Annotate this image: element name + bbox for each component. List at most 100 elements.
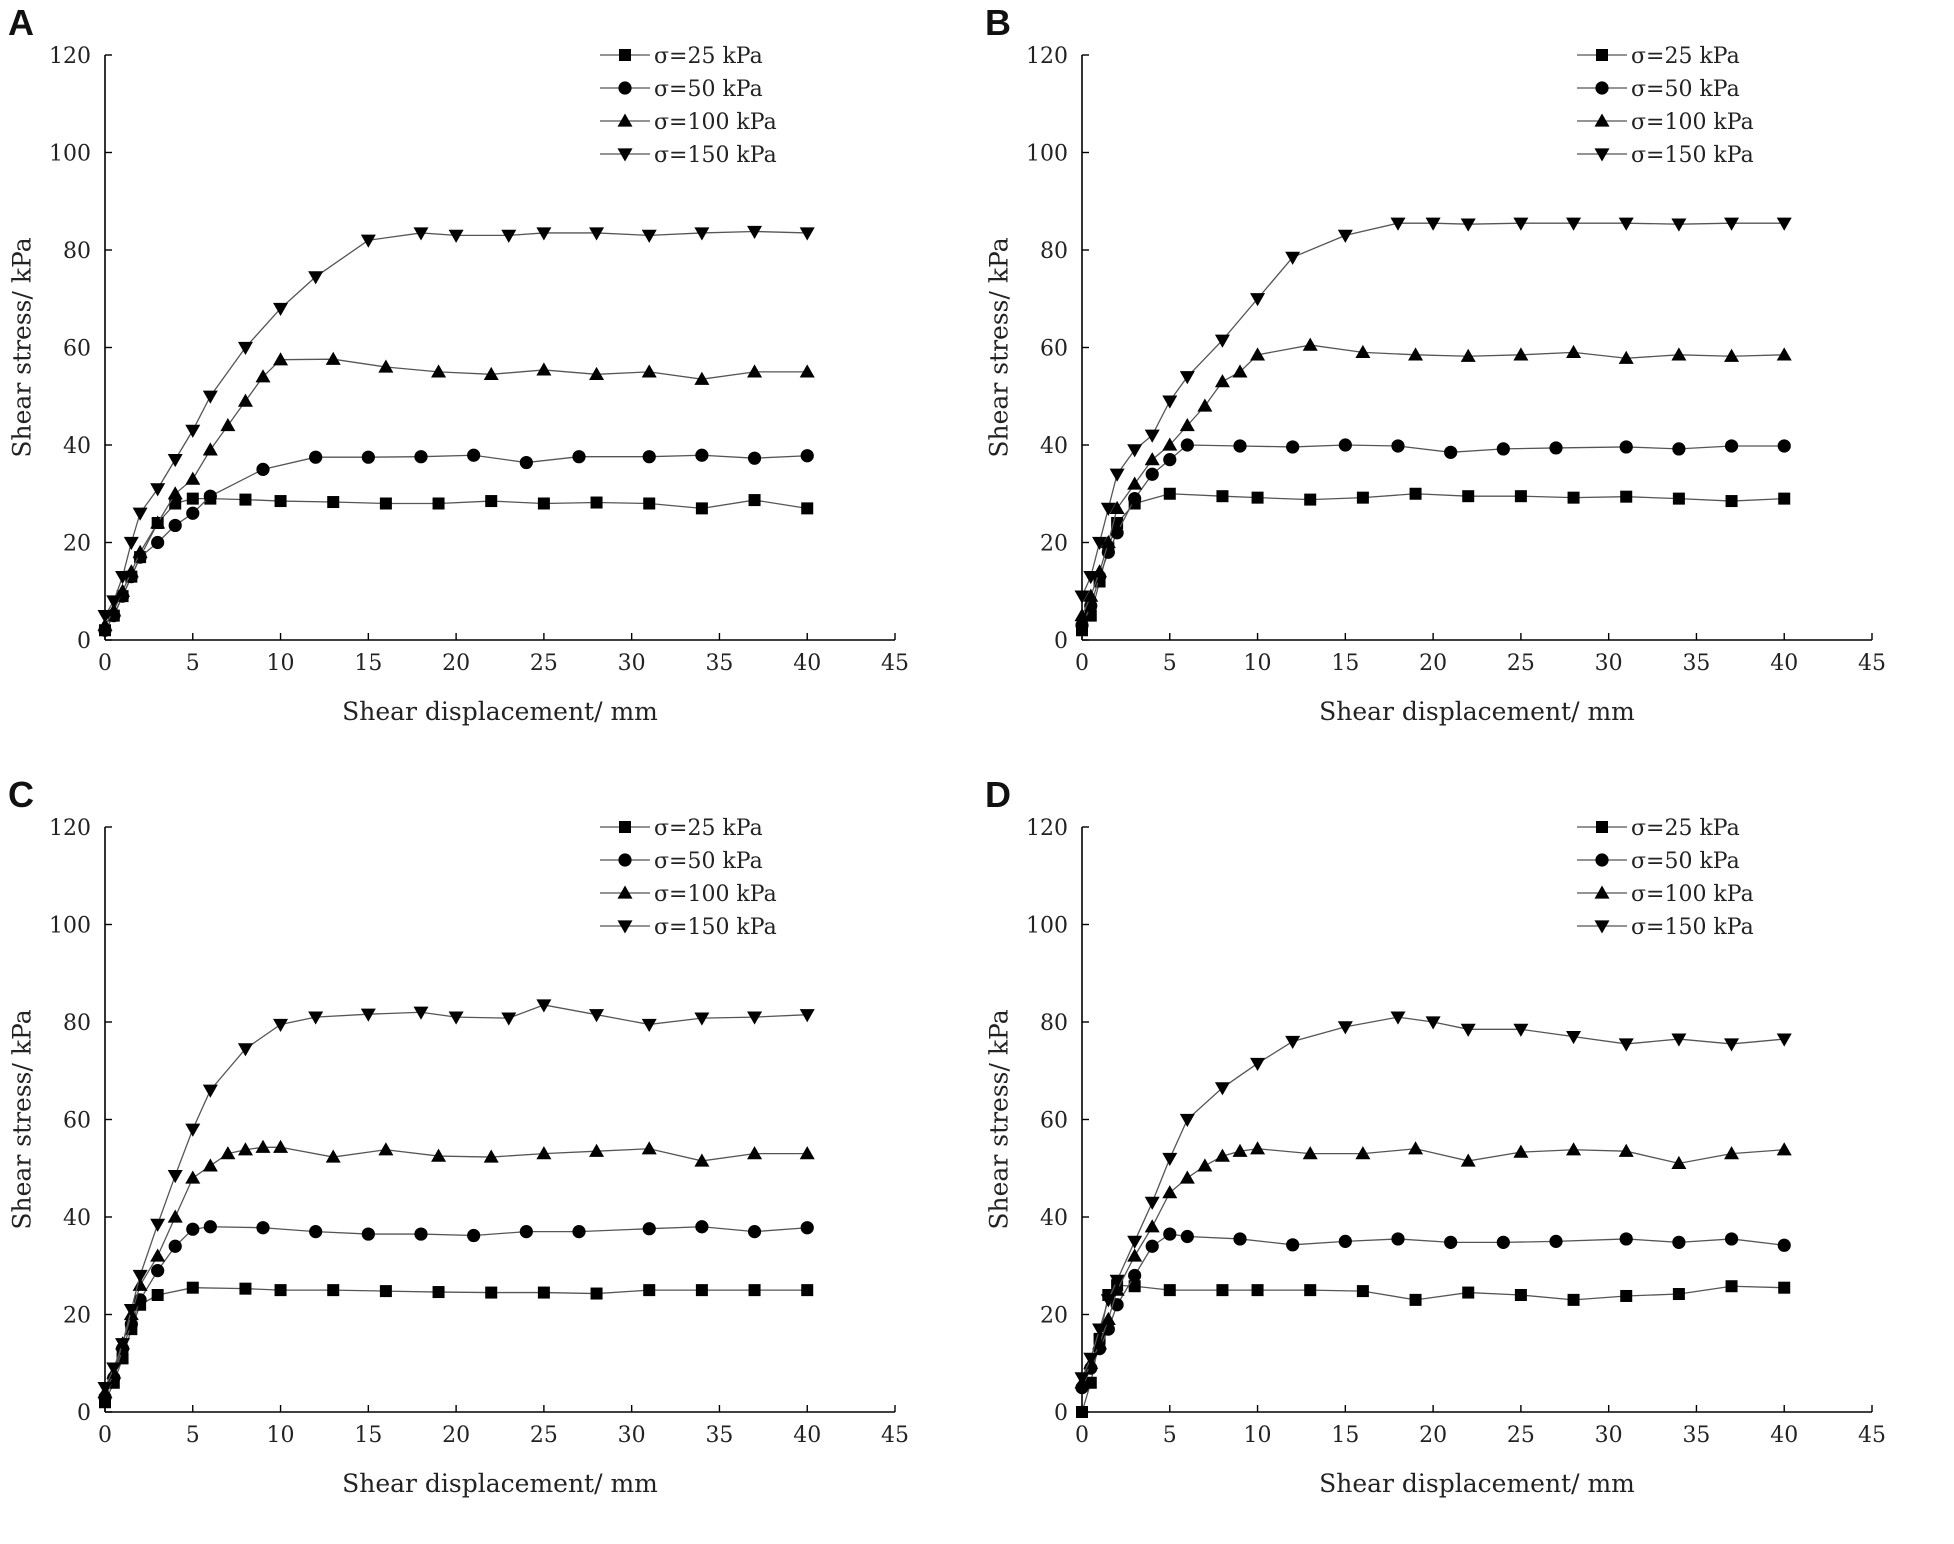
data-point-a-3: [536, 362, 552, 376]
data-point-a-2: [572, 450, 586, 464]
legend-label-c-3: σ=100 kPa: [654, 882, 777, 907]
series-d-2: [1075, 1227, 1791, 1395]
data-point-b-4: [1083, 571, 1099, 585]
data-point-c-4: [536, 999, 552, 1013]
data-point-d-2: [1180, 1229, 1194, 1244]
data-point-b-2: [1145, 467, 1159, 481]
x-tick-label-a: 0: [98, 651, 112, 676]
legend-marker-c-1: [619, 821, 631, 833]
data-point-c-2: [186, 1222, 200, 1236]
data-point-d-3: [1408, 1141, 1424, 1155]
data-point-b-1: [1567, 491, 1580, 504]
data-point-a-1: [537, 497, 550, 510]
data-point-a-1: [485, 495, 498, 508]
data-point-d-4: [1460, 1023, 1476, 1037]
y-tick-label-c: 20: [63, 1304, 91, 1329]
data-point-b-1: [1304, 493, 1317, 506]
data-point-d-4: [1618, 1038, 1634, 1052]
data-point-d-3: [1144, 1219, 1160, 1233]
series-d-1: [1076, 1279, 1791, 1418]
data-point-b-2: [1672, 442, 1686, 456]
data-point-c-1: [748, 1284, 761, 1297]
data-point-c-4: [106, 1362, 122, 1376]
data-point-a-4: [97, 610, 113, 624]
y-tick-label-b: 40: [1040, 434, 1068, 459]
data-point-c-3: [167, 1209, 183, 1223]
panel-label-c: C: [8, 774, 34, 815]
x-tick-label-b: 5: [1163, 651, 1177, 676]
data-point-b-4: [1460, 218, 1476, 232]
data-point-a-2: [309, 450, 323, 464]
y-tick-label-a: 100: [49, 142, 91, 167]
series-c-2: [98, 1220, 814, 1404]
data-point-a-4: [536, 227, 552, 241]
x-tick-label-a: 40: [793, 651, 821, 676]
data-point-d-3: [1100, 1311, 1116, 1325]
data-point-a-4: [115, 571, 131, 585]
data-point-a-2: [168, 518, 182, 533]
legend-label-d-2: σ=50 kPa: [1631, 849, 1740, 874]
data-point-a-4: [694, 227, 710, 241]
data-point-d-2: [1619, 1232, 1633, 1246]
series-b-1: [1076, 487, 1791, 637]
legend-label-b-4: σ=150 kPa: [1631, 143, 1754, 168]
data-point-b-4: [1162, 395, 1178, 409]
data-point-a-1: [239, 493, 252, 506]
data-point-d-3: [1197, 1158, 1213, 1172]
y-tick-label-b: 100: [1026, 142, 1068, 167]
y-tick-label-d: 20: [1040, 1304, 1068, 1329]
data-point-b-2: [1444, 445, 1458, 459]
data-point-b-2: [1110, 526, 1124, 540]
data-point-b-3: [1408, 347, 1424, 361]
data-point-b-2: [1180, 438, 1194, 452]
data-point-c-4: [185, 1123, 201, 1137]
data-point-a-1: [274, 495, 287, 508]
series-line-c-3: [104, 1146, 808, 1393]
data-point-b-2: [1549, 441, 1563, 455]
legend-marker-d-4: [1594, 920, 1610, 934]
data-point-c-3: [185, 1170, 201, 1184]
data-point-c-1: [239, 1282, 252, 1295]
data-point-c-2: [168, 1239, 182, 1253]
legend-label-b-1: σ=25 kPa: [1631, 44, 1740, 69]
legend-marker-b-3: [1594, 113, 1610, 127]
panel-label-b: B: [985, 2, 1011, 43]
data-point-c-3: [431, 1148, 447, 1162]
x-tick-label-a: 45: [881, 651, 909, 676]
data-point-d-2: [1163, 1227, 1177, 1241]
data-point-b-3: [1724, 348, 1740, 362]
data-point-d-3: [1250, 1141, 1266, 1155]
data-point-d-2: [1777, 1238, 1791, 1252]
data-point-a-4: [413, 227, 429, 241]
data-point-b-3: [1214, 374, 1230, 388]
y-tick-label-b: 20: [1040, 532, 1068, 557]
data-point-d-4: [1100, 1294, 1116, 1308]
y-tick-label-b: 60: [1040, 337, 1068, 362]
data-point-a-3: [483, 366, 499, 380]
data-point-c-2: [519, 1225, 533, 1239]
data-point-c-3: [150, 1248, 166, 1262]
data-point-b-4: [1074, 590, 1090, 604]
y-tick-label-b: 120: [1026, 44, 1068, 69]
data-point-d-3: [1232, 1143, 1248, 1157]
series-b-2: [1075, 438, 1791, 632]
data-point-b-3: [1162, 437, 1178, 451]
data-point-d-2: [1286, 1238, 1300, 1252]
chart-b: 0 5 10 15 20 25 30 35 40 45 0 20 40 60 80 100 120 Shear d…: [985, 44, 1887, 726]
data-point-d-4: [1162, 1152, 1178, 1166]
data-point-a-4: [273, 302, 289, 316]
legend-marker-a-3: [617, 113, 633, 127]
data-point-c-2: [467, 1228, 481, 1243]
data-point-d-2: [1724, 1232, 1739, 1246]
data-point-b-4: [1127, 444, 1143, 458]
series-line-b-3: [1081, 344, 1785, 616]
data-point-a-1: [748, 494, 761, 507]
data-point-a-2: [800, 449, 814, 463]
data-point-b-3: [1127, 476, 1143, 490]
data-point-d-4: [1671, 1033, 1687, 1047]
x-tick-label-b: 25: [1507, 651, 1535, 676]
data-point-b-2: [1724, 439, 1739, 453]
x-tick-label-d: 35: [1682, 1423, 1710, 1448]
x-tick-label-b: 45: [1858, 651, 1886, 676]
y-tick-label-c: 0: [77, 1401, 91, 1426]
